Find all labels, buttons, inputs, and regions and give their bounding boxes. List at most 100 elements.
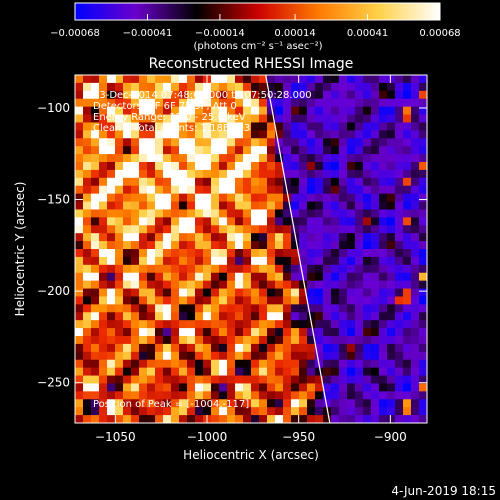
heatmap-cell [115, 138, 124, 147]
heatmap-cell [147, 343, 156, 353]
heatmap-cell [139, 146, 148, 155]
heatmap-cell [339, 249, 348, 258]
heatmap-cell [259, 138, 268, 147]
heatmap-cell [187, 233, 196, 242]
heatmap-cell [123, 288, 132, 297]
heatmap-cell [363, 146, 372, 155]
heatmap-cell [83, 75, 92, 84]
heatmap-cell [187, 383, 196, 392]
heatmap-cell [387, 185, 396, 195]
heatmap-cell [131, 225, 140, 234]
heatmap-cell [179, 233, 188, 242]
heatmap-cell [251, 225, 260, 234]
heatmap-cell [235, 233, 244, 242]
heatmap-cell [203, 146, 212, 155]
heatmap-cell [355, 225, 364, 234]
heatmap-cell [419, 241, 427, 250]
heatmap-cell [139, 90, 148, 100]
heatmap-cell [75, 249, 84, 258]
heatmap-cell [307, 98, 316, 108]
heatmap-cell [371, 256, 380, 266]
heatmap-cell [259, 296, 268, 305]
heatmap-cell [163, 328, 172, 337]
y-tick-label: −200 [37, 284, 70, 298]
heatmap-cell [403, 312, 412, 321]
heatmap-cell [115, 162, 124, 171]
heatmap-cell [379, 256, 388, 266]
heatmap-cell [315, 296, 324, 305]
heatmap-cell [83, 138, 92, 147]
heatmap-cell [315, 154, 324, 163]
heatmap-cell [363, 90, 372, 100]
heatmap-cell [379, 407, 388, 416]
heatmap-cell [131, 122, 140, 131]
heatmap-cell [115, 328, 124, 337]
heatmap-cell [347, 241, 356, 250]
heatmap-cell [219, 249, 228, 258]
heatmap-cell [299, 264, 308, 274]
heatmap-cell [131, 415, 140, 423]
heatmap-cell [171, 75, 180, 84]
heatmap-cell [299, 375, 308, 384]
heatmap-cell [323, 264, 332, 274]
heatmap-cell [331, 185, 340, 195]
heatmap-cell [75, 90, 84, 100]
heatmap-cell [283, 217, 292, 226]
heatmap-cell [115, 185, 124, 195]
heatmap-cell [379, 169, 388, 179]
heatmap-cell [115, 351, 124, 361]
heatmap-cell [331, 90, 340, 100]
heatmap-cell [395, 399, 404, 408]
heatmap-cell [251, 90, 260, 100]
heatmap-cell [203, 383, 212, 392]
heatmap-cell [379, 383, 388, 392]
heatmap-cell [379, 351, 388, 361]
heatmap-cell [395, 82, 404, 92]
heatmap-cell [91, 256, 100, 266]
heatmap-cell [195, 162, 204, 171]
heatmap-cell [163, 320, 172, 329]
heatmap-cell [75, 272, 84, 282]
heatmap-cell [139, 75, 148, 84]
heatmap-cell [195, 312, 204, 321]
heatmap-cell [163, 256, 172, 266]
heatmap-cell [115, 82, 124, 92]
heatmap-cell [403, 367, 412, 376]
heatmap-cell [219, 130, 228, 139]
heatmap-cell [259, 154, 268, 163]
heatmap-cell [283, 114, 292, 123]
heatmap-cell [411, 375, 420, 384]
heatmap-cell [411, 193, 420, 202]
heatmap-cell [283, 407, 292, 416]
heatmap-cell [115, 296, 124, 305]
heatmap-cell [363, 162, 372, 171]
heatmap-cell [395, 272, 404, 282]
heatmap-cell [395, 225, 404, 234]
heatmap-cell [387, 415, 396, 423]
heatmap-cell [163, 249, 172, 258]
heatmap-cell [187, 304, 196, 313]
heatmap-cell [387, 249, 396, 258]
heatmap-cell [195, 264, 204, 274]
heatmap-cell [315, 264, 324, 274]
heatmap-cell [387, 154, 396, 163]
heatmap-cell [91, 359, 100, 369]
heatmap-cell [291, 272, 300, 282]
heatmap-cell [307, 304, 316, 313]
heatmap-cell [203, 272, 212, 282]
heatmap-cell [259, 162, 268, 171]
heatmap-cell [235, 225, 244, 234]
plot-frame [74, 74, 428, 424]
heatmap-cell [99, 225, 108, 234]
heatmap-cell [395, 130, 404, 139]
heatmap-cell [211, 359, 220, 369]
heatmap-cell [147, 351, 156, 361]
heatmap-cell [371, 320, 380, 329]
heatmap-cell [203, 320, 212, 329]
heatmap-cell [83, 296, 92, 305]
heatmap-cell [235, 320, 244, 329]
heatmap-cell [315, 312, 324, 321]
heatmap-cell [419, 177, 427, 187]
heatmap-cell [235, 82, 244, 92]
heatmap-cell [323, 209, 332, 218]
